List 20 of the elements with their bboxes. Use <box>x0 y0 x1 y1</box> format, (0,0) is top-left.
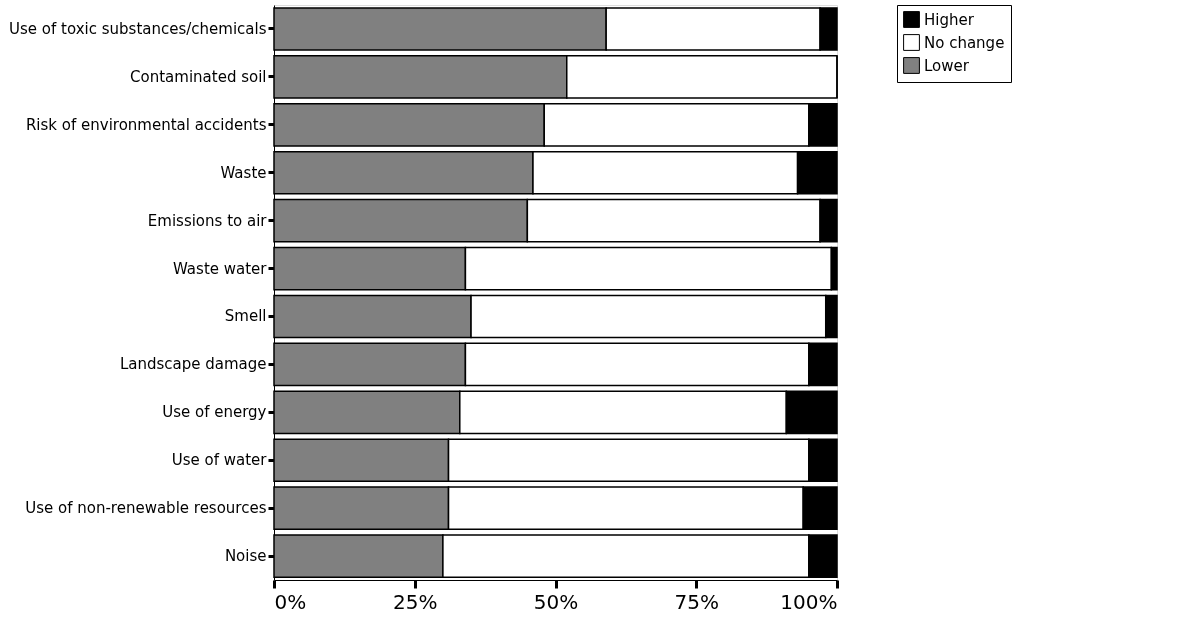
x-tick-label: 50% <box>533 589 579 614</box>
y-tick-label: Contaminated soil <box>130 67 267 86</box>
x-tick-label: 75% <box>674 589 719 614</box>
x-tick-label: 25% <box>393 589 438 614</box>
y-tick-label: Use of energy <box>162 403 267 422</box>
y-tick-label: Use of non-renewable resources <box>25 499 267 518</box>
y-tick-label: Landscape damage <box>119 355 267 374</box>
legend-label: Higher <box>924 10 975 29</box>
y-tick-label: Emissions to air <box>147 211 268 230</box>
x-tick-label: 100% <box>780 589 838 614</box>
y-tick-label: Noise <box>224 547 267 566</box>
y-tick-label: Smell <box>224 307 267 326</box>
legend-label: No change <box>924 33 1005 52</box>
y-tick-label: Use of toxic substances/chemicals <box>9 19 267 38</box>
legend-label: Lower <box>924 56 970 75</box>
x-tick-label: 0% <box>274 589 307 614</box>
y-tick-label: Waste <box>220 163 267 182</box>
y-tick-label: Waste water <box>173 259 268 278</box>
y-tick-label: Risk of environmental accidents <box>25 115 267 134</box>
y-tick-label: Use of water <box>171 451 268 470</box>
